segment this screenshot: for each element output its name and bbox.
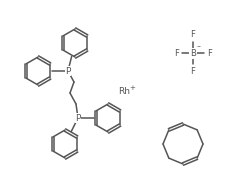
Text: Rh: Rh [118,86,130,95]
Text: F: F [191,67,195,76]
Text: +: + [129,85,135,91]
Text: F: F [191,30,195,39]
Text: P: P [75,113,81,123]
Text: F: F [174,49,179,57]
Text: P: P [65,67,71,76]
Text: −: − [196,44,201,49]
Text: B: B [190,49,196,57]
Text: F: F [207,49,212,57]
